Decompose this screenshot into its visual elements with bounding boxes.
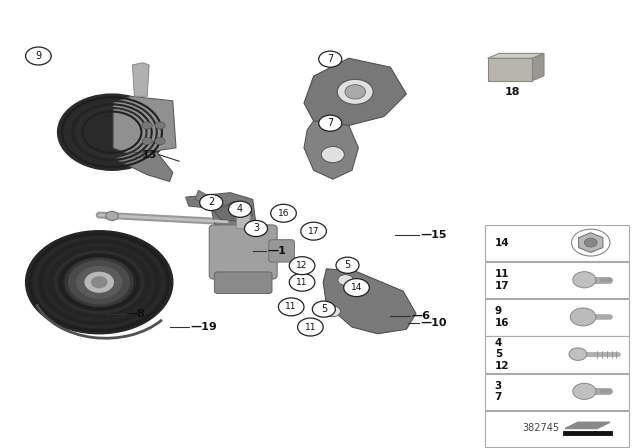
FancyBboxPatch shape	[485, 299, 629, 336]
FancyBboxPatch shape	[209, 225, 277, 279]
Text: 5: 5	[321, 304, 327, 314]
Polygon shape	[532, 53, 544, 81]
Text: 4: 4	[237, 204, 243, 214]
FancyBboxPatch shape	[485, 336, 629, 373]
Circle shape	[584, 238, 597, 247]
Text: 382745: 382745	[522, 423, 559, 433]
Text: 7: 7	[327, 54, 333, 64]
Polygon shape	[323, 269, 416, 334]
Circle shape	[85, 272, 113, 292]
Text: 11: 11	[296, 278, 308, 287]
Text: —10: —10	[420, 318, 447, 327]
Circle shape	[200, 194, 223, 211]
Polygon shape	[236, 202, 251, 228]
Text: —15: —15	[420, 230, 447, 240]
Text: 9: 9	[35, 51, 42, 61]
Text: 18: 18	[504, 87, 520, 97]
Text: 3: 3	[253, 224, 259, 233]
Circle shape	[155, 122, 165, 129]
Circle shape	[319, 51, 342, 67]
FancyBboxPatch shape	[485, 374, 629, 410]
FancyBboxPatch shape	[269, 240, 294, 262]
Text: 14: 14	[351, 283, 362, 292]
Circle shape	[289, 273, 315, 291]
Text: 9
16: 9 16	[495, 306, 509, 328]
Circle shape	[26, 231, 173, 334]
Text: 16: 16	[278, 209, 289, 218]
Circle shape	[271, 204, 296, 222]
Polygon shape	[488, 53, 544, 58]
Text: 3
7: 3 7	[495, 380, 502, 402]
Circle shape	[344, 279, 369, 297]
Circle shape	[68, 261, 130, 304]
Polygon shape	[304, 58, 406, 125]
Polygon shape	[195, 190, 211, 206]
Circle shape	[106, 211, 118, 220]
Polygon shape	[115, 152, 173, 181]
FancyBboxPatch shape	[485, 411, 629, 447]
Circle shape	[312, 301, 335, 317]
Text: —6: —6	[411, 311, 430, 321]
Circle shape	[321, 146, 344, 163]
Circle shape	[26, 47, 51, 65]
FancyBboxPatch shape	[214, 272, 272, 293]
Circle shape	[278, 298, 304, 316]
Polygon shape	[186, 193, 256, 228]
Circle shape	[336, 257, 359, 273]
Circle shape	[289, 257, 315, 275]
Polygon shape	[565, 422, 610, 428]
Circle shape	[573, 271, 596, 288]
FancyBboxPatch shape	[488, 58, 532, 81]
Text: 11
17: 11 17	[495, 269, 509, 291]
Circle shape	[142, 138, 152, 145]
Text: 5: 5	[344, 260, 351, 270]
Text: 2: 2	[208, 198, 214, 207]
Circle shape	[298, 318, 323, 336]
Circle shape	[228, 201, 252, 217]
Circle shape	[58, 94, 166, 170]
Circle shape	[77, 267, 122, 298]
FancyBboxPatch shape	[485, 225, 629, 261]
Text: —19: —19	[190, 322, 217, 332]
FancyBboxPatch shape	[485, 262, 629, 298]
Circle shape	[569, 348, 587, 360]
Text: 4
5
12: 4 5 12	[495, 337, 509, 371]
Text: 12: 12	[296, 261, 308, 270]
Text: 11: 11	[305, 323, 316, 332]
Circle shape	[338, 275, 353, 285]
Polygon shape	[579, 233, 603, 253]
Text: —8: —8	[126, 309, 145, 319]
Text: 7: 7	[327, 118, 333, 128]
Text: 11: 11	[285, 302, 297, 311]
Text: 17: 17	[308, 227, 319, 236]
Polygon shape	[211, 202, 253, 222]
Polygon shape	[304, 121, 358, 179]
Circle shape	[301, 222, 326, 240]
Circle shape	[337, 79, 373, 104]
Circle shape	[92, 277, 107, 288]
Circle shape	[142, 122, 152, 129]
Circle shape	[319, 115, 342, 131]
Circle shape	[345, 85, 365, 99]
Circle shape	[573, 383, 596, 400]
Circle shape	[570, 308, 596, 326]
Text: 14: 14	[495, 237, 509, 248]
Circle shape	[155, 138, 165, 145]
Text: —1: —1	[268, 246, 286, 256]
Polygon shape	[113, 96, 176, 155]
Circle shape	[244, 220, 268, 237]
Text: 13: 13	[142, 150, 157, 159]
Polygon shape	[132, 63, 149, 96]
Circle shape	[325, 306, 340, 317]
